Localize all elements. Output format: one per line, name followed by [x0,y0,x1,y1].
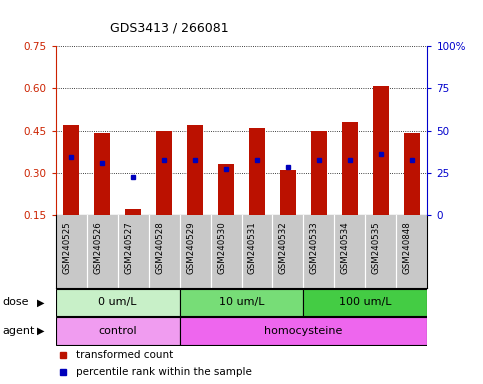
Bar [56,317,180,345]
Text: GDS3413 / 266081: GDS3413 / 266081 [110,22,228,35]
Text: percentile rank within the sample: percentile rank within the sample [76,366,252,377]
Bar [187,125,203,215]
Text: ▶: ▶ [37,326,45,336]
Text: GSM240528: GSM240528 [155,221,164,274]
Text: GSM240531: GSM240531 [248,221,257,274]
Text: control: control [98,326,137,336]
Bar [125,209,141,215]
Text: 0 um/L: 0 um/L [98,297,137,308]
Bar [56,289,180,316]
Bar [94,133,110,215]
Bar [63,125,79,215]
Text: GSM240532: GSM240532 [279,221,288,274]
Text: 100 um/L: 100 um/L [339,297,392,308]
Text: 10 um/L: 10 um/L [219,297,264,308]
Text: transformed count: transformed count [76,350,173,360]
Bar [249,128,265,215]
Bar [280,170,296,215]
Text: dose: dose [2,297,29,308]
Text: ▶: ▶ [37,297,45,308]
Bar [156,131,172,215]
Bar [373,86,389,215]
Text: GSM240529: GSM240529 [186,221,195,273]
Text: GSM240525: GSM240525 [62,221,71,274]
Bar [311,131,327,215]
Text: GSM240848: GSM240848 [403,221,412,274]
Bar [342,122,358,215]
Bar [404,133,420,215]
Text: agent: agent [2,326,35,336]
Text: GSM240527: GSM240527 [124,221,133,274]
Text: GSM240535: GSM240535 [372,221,381,274]
Text: GSM240526: GSM240526 [93,221,102,274]
Bar [180,317,427,345]
Text: GSM240530: GSM240530 [217,221,226,274]
Bar [180,289,303,316]
Text: GSM240533: GSM240533 [310,221,319,274]
Text: homocysteine: homocysteine [264,326,342,336]
Bar [218,164,234,215]
Bar [303,289,427,316]
Text: GSM240534: GSM240534 [341,221,350,274]
